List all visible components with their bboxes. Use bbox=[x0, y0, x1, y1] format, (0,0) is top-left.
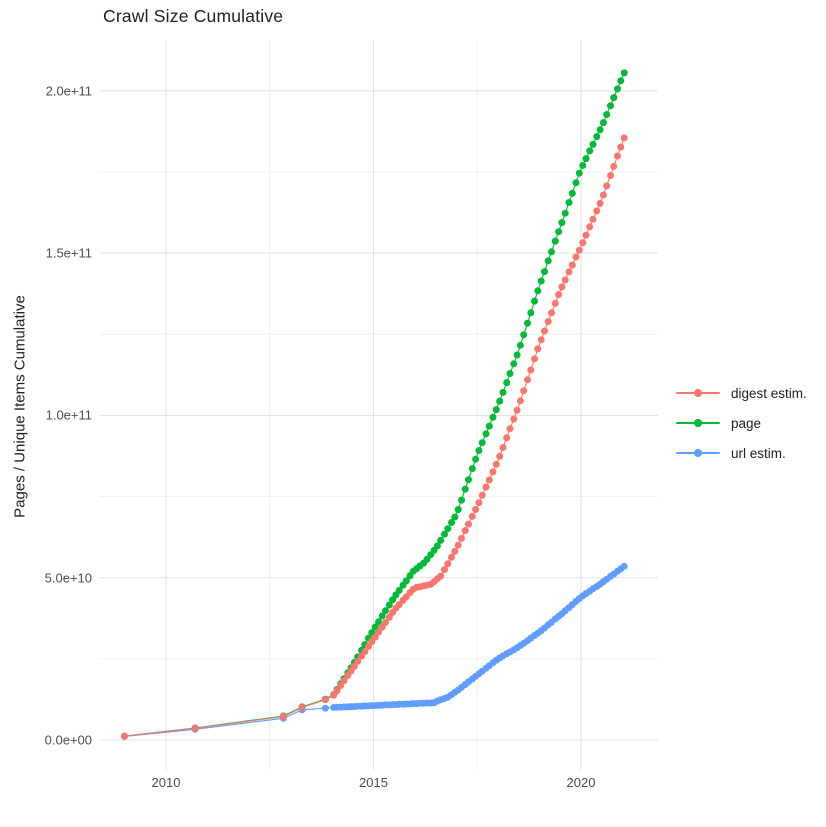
legend-label: digest estim. bbox=[731, 385, 807, 401]
y-tick-label: 1.0e+11 bbox=[45, 407, 92, 423]
y-tick-label: 1.5e+11 bbox=[45, 245, 92, 261]
legend-item-page: page bbox=[676, 408, 807, 438]
legend-key-icon bbox=[676, 446, 720, 460]
series-url-estim bbox=[121, 562, 628, 740]
legend-key-icon bbox=[676, 416, 720, 430]
x-tick-label: 2010 bbox=[151, 775, 181, 790]
legend-item-url-estim: url estim. bbox=[676, 438, 807, 468]
legend-item-digest-estim: digest estim. bbox=[676, 378, 807, 408]
gridlines-minor bbox=[100, 40, 658, 770]
x-tick-label: 2020 bbox=[566, 775, 596, 790]
gridlines-major bbox=[100, 40, 658, 770]
plot-area bbox=[100, 40, 658, 770]
y-tick-label: 5.0e+10 bbox=[44, 570, 92, 586]
series-url-estim-line bbox=[124, 565, 625, 737]
series-digest-estim bbox=[121, 134, 628, 740]
series-url-estim-points bbox=[121, 562, 628, 740]
legend-label: page bbox=[731, 415, 762, 431]
chart-title: Crawl Size Cumulative bbox=[103, 6, 284, 26]
y-axis-title: Pages / Unique Items Cumulative bbox=[11, 295, 29, 518]
x-tick-label: 2015 bbox=[359, 775, 388, 790]
series-digest-estim-points bbox=[121, 134, 628, 740]
y-tick-label: 0.0e+00 bbox=[44, 732, 92, 748]
legend-label: url estim. bbox=[731, 445, 786, 461]
legend: digest estim. page url estim. bbox=[676, 378, 807, 468]
legend-key-icon bbox=[676, 386, 720, 400]
y-tick-label: 2.0e+11 bbox=[45, 83, 92, 99]
series-digest-estim-line bbox=[124, 137, 625, 737]
